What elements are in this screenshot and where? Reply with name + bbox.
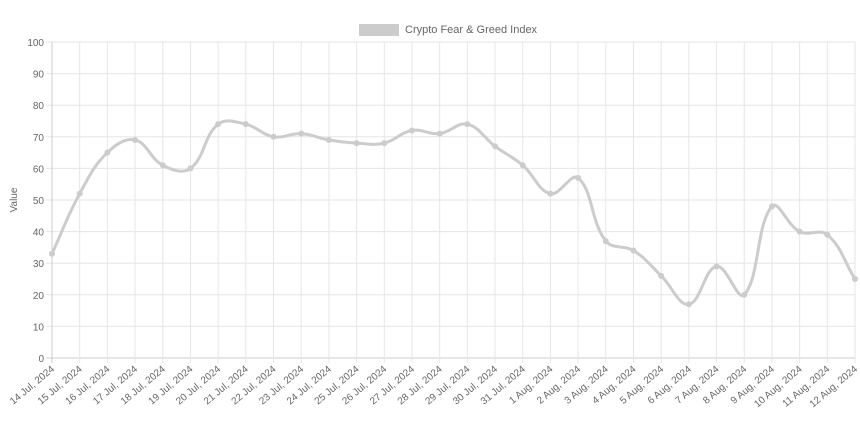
legend-label: Crypto Fear & Greed Index	[405, 24, 538, 36]
data-point[interactable]	[519, 162, 526, 169]
y-tick-label: 10	[33, 322, 45, 333]
y-tick-label: 80	[33, 101, 45, 112]
series-line	[50, 119, 857, 306]
y-tick-label: 90	[33, 70, 45, 81]
x-tick-label: 12 Aug, 2024	[808, 364, 860, 411]
data-point[interactable]	[76, 190, 83, 197]
y-tick-label: 30	[33, 259, 45, 270]
data-point[interactable]	[49, 250, 55, 257]
data-point[interactable]	[436, 130, 443, 137]
data-point[interactable]	[381, 140, 388, 147]
data-point[interactable]	[602, 238, 609, 245]
data-point[interactable]	[547, 190, 554, 197]
y-tick-label: 0	[38, 354, 44, 365]
data-point[interactable]	[159, 162, 166, 169]
data-point[interactable]	[464, 121, 471, 128]
data-point[interactable]	[187, 165, 194, 172]
y-tick-label: 70	[33, 133, 45, 144]
data-point[interactable]	[242, 121, 249, 128]
data-point[interactable]	[298, 130, 305, 137]
data-point[interactable]	[492, 143, 499, 150]
data-point[interactable]	[353, 140, 360, 147]
data-point[interactable]	[713, 263, 720, 270]
legend-swatch	[359, 24, 399, 36]
data-point[interactable]	[215, 121, 222, 128]
data-point[interactable]	[741, 291, 748, 298]
data-point[interactable]	[270, 133, 277, 140]
data-point[interactable]	[104, 149, 111, 156]
data-point[interactable]	[685, 301, 692, 308]
data-point[interactable]	[325, 136, 332, 143]
data-point[interactable]	[132, 136, 139, 143]
y-tick-label: 40	[33, 228, 45, 239]
y-tick-label: 20	[33, 291, 45, 302]
y-tick-label: 100	[27, 38, 44, 49]
y-tick-label: 60	[33, 164, 45, 175]
y-tick-label: 50	[33, 196, 45, 207]
legend[interactable]: Crypto Fear & Greed Index	[359, 24, 538, 36]
data-point[interactable]	[824, 231, 831, 238]
data-point[interactable]	[575, 174, 582, 181]
data-point[interactable]	[768, 203, 775, 210]
data-point[interactable]	[408, 127, 415, 134]
data-point[interactable]	[852, 276, 858, 282]
y-axis-title: Value	[9, 187, 20, 212]
data-point[interactable]	[630, 247, 637, 254]
data-point[interactable]	[796, 228, 803, 235]
data-point[interactable]	[658, 272, 665, 279]
